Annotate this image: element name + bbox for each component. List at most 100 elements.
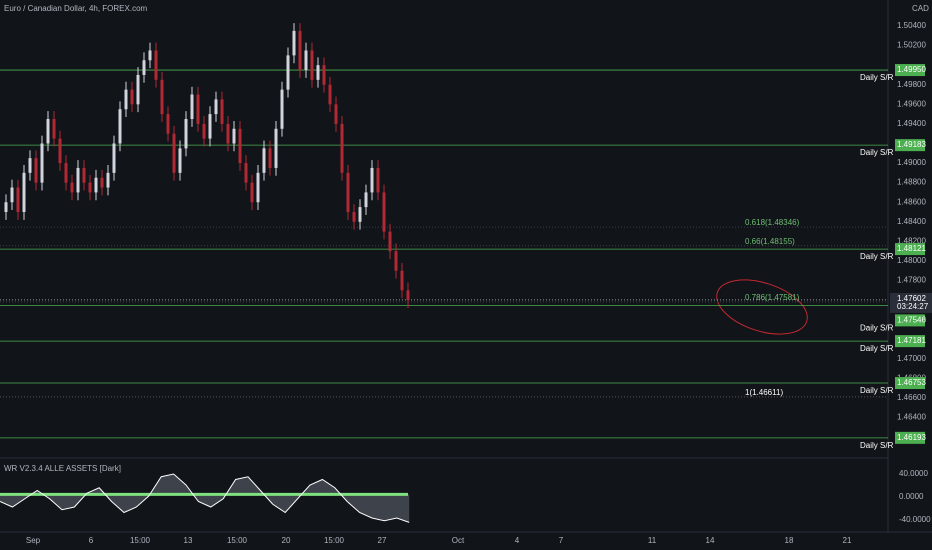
- candle-body: [340, 123, 344, 173]
- time-label: Oct: [452, 536, 465, 545]
- countdown: 03:24:27: [897, 302, 929, 311]
- candle-body: [400, 270, 404, 291]
- candle-body: [64, 163, 68, 183]
- fib-label: 0.66(1.48155): [745, 237, 795, 246]
- candle-body: [316, 65, 320, 80]
- candle-body: [214, 99, 218, 115]
- sr-price-box: [895, 335, 925, 348]
- candle-body: [238, 128, 242, 164]
- sr-price: 1.49183: [897, 140, 926, 149]
- candle-body: [406, 290, 410, 301]
- sr-price-box: [895, 64, 925, 77]
- candle-body: [34, 158, 38, 183]
- candle-body: [334, 104, 338, 124]
- time-label: 15:00: [227, 536, 248, 545]
- candle-body: [160, 79, 164, 115]
- sr-price: 1.47546: [897, 316, 926, 325]
- sr-tag: Daily S/R: [860, 441, 894, 450]
- candle-body: [4, 202, 8, 213]
- candle-body: [40, 143, 44, 183]
- candle-body: [46, 119, 50, 144]
- candle-body: [196, 94, 200, 124]
- price-label: 1.49000: [897, 158, 926, 167]
- time-label: 13: [184, 536, 193, 545]
- sr-tag: Daily S/R: [860, 324, 894, 333]
- candle-body: [226, 123, 230, 144]
- sr-price-box: [895, 431, 925, 444]
- candle-body: [106, 172, 110, 188]
- candle-body: [148, 50, 152, 61]
- candle-body: [232, 128, 236, 144]
- time-label: Sep: [26, 536, 41, 545]
- candle-body: [298, 30, 302, 71]
- candle-body: [310, 50, 314, 80]
- price-label: 1.48000: [897, 256, 926, 265]
- price-label: 1.47800: [897, 276, 926, 285]
- candle-body: [190, 94, 194, 120]
- price-label: 1.49800: [897, 80, 926, 89]
- time-label: 18: [785, 536, 794, 545]
- candle-body: [118, 109, 122, 144]
- fib-label: 0.618(1.48346): [745, 218, 800, 227]
- sr-tag: Daily S/R: [860, 148, 894, 157]
- candle-body: [376, 167, 380, 193]
- candle-body: [136, 74, 140, 105]
- sr-price-box: [895, 314, 925, 327]
- candle-body: [382, 192, 386, 232]
- candle-body: [220, 99, 224, 124]
- time-label: 15:00: [324, 536, 345, 545]
- price-label: 1.47000: [897, 354, 926, 363]
- candle-body: [76, 167, 80, 193]
- sr-tag: Daily S/R: [860, 73, 894, 82]
- candle-body: [82, 167, 86, 183]
- time-label: 14: [706, 536, 715, 545]
- price-label: 1.48400: [897, 217, 926, 226]
- candle-body: [70, 182, 74, 193]
- candle-body: [304, 50, 308, 71]
- current-price: 1.47602: [897, 294, 926, 303]
- candle-body: [268, 148, 272, 168]
- chart-title: Euro / Canadian Dollar, 4h, FOREX.com: [4, 4, 148, 13]
- candle-body: [124, 89, 128, 110]
- candle-body: [130, 89, 134, 105]
- candle-body: [112, 143, 116, 173]
- fib-label: 0.786(1.47581): [745, 293, 800, 302]
- candle-body: [28, 158, 32, 173]
- candle-body: [202, 123, 206, 139]
- time-label: 11: [648, 536, 657, 545]
- price-label: 1.46400: [897, 413, 926, 422]
- candle-body: [94, 177, 98, 193]
- candle-body: [262, 148, 266, 173]
- candle-body: [184, 119, 188, 149]
- candle-body: [250, 182, 254, 203]
- price-label: 1.50400: [897, 21, 926, 30]
- sr-price: 1.48121: [897, 244, 926, 253]
- candle-body: [256, 172, 260, 203]
- price-label: 1.49400: [897, 119, 926, 128]
- price-label: 1.46600: [897, 393, 926, 402]
- candle-body: [10, 187, 14, 203]
- sr-price: 1.46753: [897, 378, 926, 387]
- sr-price: 1.49950: [897, 65, 926, 74]
- candle-body: [358, 207, 362, 222]
- candle-body: [346, 172, 350, 213]
- indicator-axis-label: 40.0000: [899, 469, 928, 478]
- time-label: 15:00: [130, 536, 151, 545]
- indicator-line: [0, 473, 410, 523]
- candle-body: [178, 148, 182, 173]
- time-label: 6: [89, 536, 94, 545]
- candle-body: [274, 128, 278, 168]
- candle-body: [280, 89, 284, 129]
- price-label: 1.48600: [897, 197, 926, 206]
- time-label: 4: [515, 536, 520, 545]
- sr-tag: Daily S/R: [860, 252, 894, 261]
- candle-body: [322, 65, 326, 85]
- candle-body: [388, 231, 392, 252]
- candle-body: [22, 172, 26, 213]
- price-label: 1.49600: [897, 99, 926, 108]
- sr-tag: Daily S/R: [860, 386, 894, 395]
- current-price-box: [890, 292, 932, 313]
- candle-body: [244, 163, 248, 183]
- candle-body: [328, 84, 332, 105]
